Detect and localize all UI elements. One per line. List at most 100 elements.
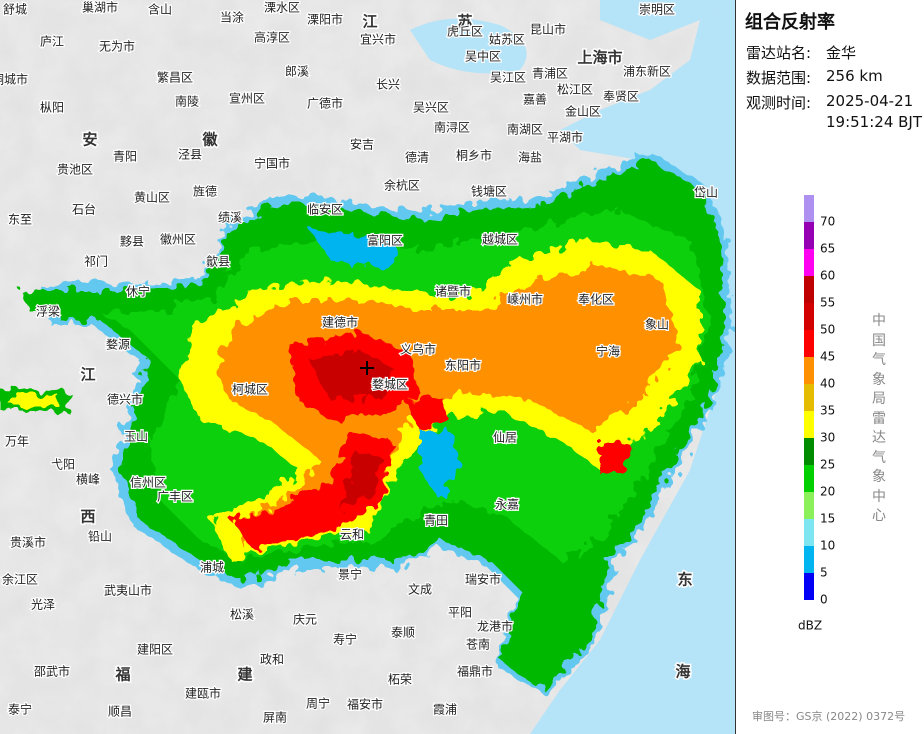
radar-site — [360, 361, 374, 375]
place-label: 南陵 — [175, 94, 199, 109]
place-label: 寿宁 — [333, 632, 357, 647]
place-label: 南浔区 — [434, 120, 470, 135]
place-label: 舒城 — [3, 3, 27, 17]
place-label: 万年 — [5, 435, 29, 449]
legend-swatch — [804, 195, 814, 222]
approval: 审图号：GS京 (2022) 0372号 — [752, 710, 906, 723]
place-label: 宁海 — [596, 344, 620, 359]
place-label: 岱山 — [694, 186, 718, 200]
place-label: 黟县 — [120, 235, 144, 249]
place-label: 黄山区 — [134, 191, 170, 205]
row-label: 数据范围: — [746, 69, 812, 87]
place-label: 长兴 — [376, 78, 400, 92]
legend-swatch — [804, 546, 814, 573]
place-label: 柘荣 — [388, 673, 412, 687]
legend-swatch — [804, 276, 814, 303]
place-label: 金山区 — [565, 104, 601, 119]
place-label: 松溪 — [230, 608, 254, 622]
legend-label: 65 — [820, 242, 835, 256]
row-value: 256 km — [826, 67, 883, 85]
row-label: 雷达站名: — [746, 44, 812, 62]
place-label: 福 — [114, 666, 130, 684]
place-label: 邵武市 — [34, 664, 70, 679]
place-label: 平湖市 — [547, 130, 583, 145]
place-label: 安 — [82, 131, 97, 149]
place-label: 宜兴市 — [360, 32, 396, 47]
legend-swatch — [804, 384, 814, 411]
place-label: 余江区 — [2, 572, 38, 587]
place-label: 奉化区 — [578, 293, 614, 307]
estuary — [600, 0, 735, 40]
place-label: 旌德 — [193, 184, 217, 199]
place-label: 祁门 — [84, 254, 108, 269]
lake — [410, 18, 527, 74]
legend: 0 5 10 15 20 25 30 35 40 45 50 55 60 65 70 dBZ — [798, 195, 835, 633]
legend-unit: dBZ — [798, 619, 822, 633]
place-label: 江 — [80, 366, 95, 384]
place-label: 桐城市 — [0, 72, 28, 87]
place-label: 当涂 — [220, 10, 244, 25]
place-label: 吴中区 — [465, 49, 501, 64]
legend-swatch — [804, 222, 814, 249]
place-label: 歙县 — [206, 254, 230, 269]
panel-title: 组合反射率 — [745, 12, 835, 33]
place-label: 巢湖市 — [82, 0, 118, 15]
place-label: 顺昌 — [108, 705, 132, 719]
place-label: 贵溪市 — [10, 535, 46, 550]
place-label: 休宁 — [126, 284, 150, 299]
place-label: 龙港市 — [477, 619, 513, 634]
place-label: 柯城区 — [232, 383, 268, 397]
place-label: 德兴市 — [107, 392, 143, 407]
place-label: 建阳区 — [137, 643, 173, 657]
legend-swatch — [804, 330, 814, 357]
info-panel: 组合反射率 雷达站名: 金华 数据范围: 256 km 观测时间: 2025-0… — [735, 0, 924, 734]
place-label: 瑞安市 — [465, 572, 501, 587]
place-label: 福鼎市 — [457, 664, 493, 679]
row-value: 金华 — [826, 44, 857, 62]
row-label: 观测时间: — [746, 94, 812, 112]
legend-label: 45 — [820, 350, 835, 364]
place-label: 吴江区 — [490, 71, 526, 85]
place-label: 姑苏区 — [489, 33, 525, 47]
place-label: 嵊州市 — [507, 292, 543, 307]
legend-label: 0 — [820, 593, 828, 607]
place-label: 建瓯市 — [185, 686, 221, 701]
place-label: 上海市 — [577, 49, 622, 67]
place-label: 东至 — [8, 213, 32, 227]
place-label: 福安市 — [347, 697, 383, 712]
place-label: 贵池区 — [57, 163, 93, 177]
place-label: 光泽 — [31, 598, 55, 612]
place-label: 屏南 — [263, 710, 287, 725]
place-label: 德清 — [405, 150, 429, 165]
place-label: 泾县 — [178, 148, 202, 162]
place-label: 无为市 — [99, 39, 135, 54]
legend-swatch — [804, 519, 814, 546]
place-label: 广德市 — [307, 96, 343, 111]
place-label: 青田 — [424, 514, 448, 528]
legend-label: 55 — [820, 296, 835, 310]
place-label: 苍南 — [466, 637, 490, 652]
place-label: 江 — [362, 13, 377, 31]
place-label: 徽州区 — [160, 232, 196, 247]
place-label: 浦东新区 — [623, 64, 671, 79]
place-label: 玉山 — [124, 430, 148, 444]
legend-swatch — [804, 438, 814, 465]
place-label: 桐乡市 — [456, 148, 492, 163]
place-label: 嘉善 — [523, 92, 547, 107]
place-label: 建德市 — [322, 315, 358, 330]
place-label: 泰宁 — [8, 702, 32, 717]
place-label: 浮梁 — [36, 304, 60, 319]
legend-label: 5 — [820, 566, 828, 580]
place-label: 徽 — [201, 131, 218, 149]
place-label: 东阳市 — [445, 358, 481, 373]
place-label: 仙居 — [493, 431, 517, 445]
place-label: 溧水区 — [264, 1, 300, 15]
source: 中国气象局雷达气象中心 — [872, 313, 886, 524]
legend-label: 50 — [820, 323, 835, 337]
place-label: 吴兴区 — [413, 101, 449, 115]
legend-label: 60 — [820, 269, 835, 283]
place-label: 庆元 — [293, 613, 317, 627]
row-value: 2025-04-21 — [826, 92, 914, 110]
place-label: 横峰 — [76, 473, 100, 487]
